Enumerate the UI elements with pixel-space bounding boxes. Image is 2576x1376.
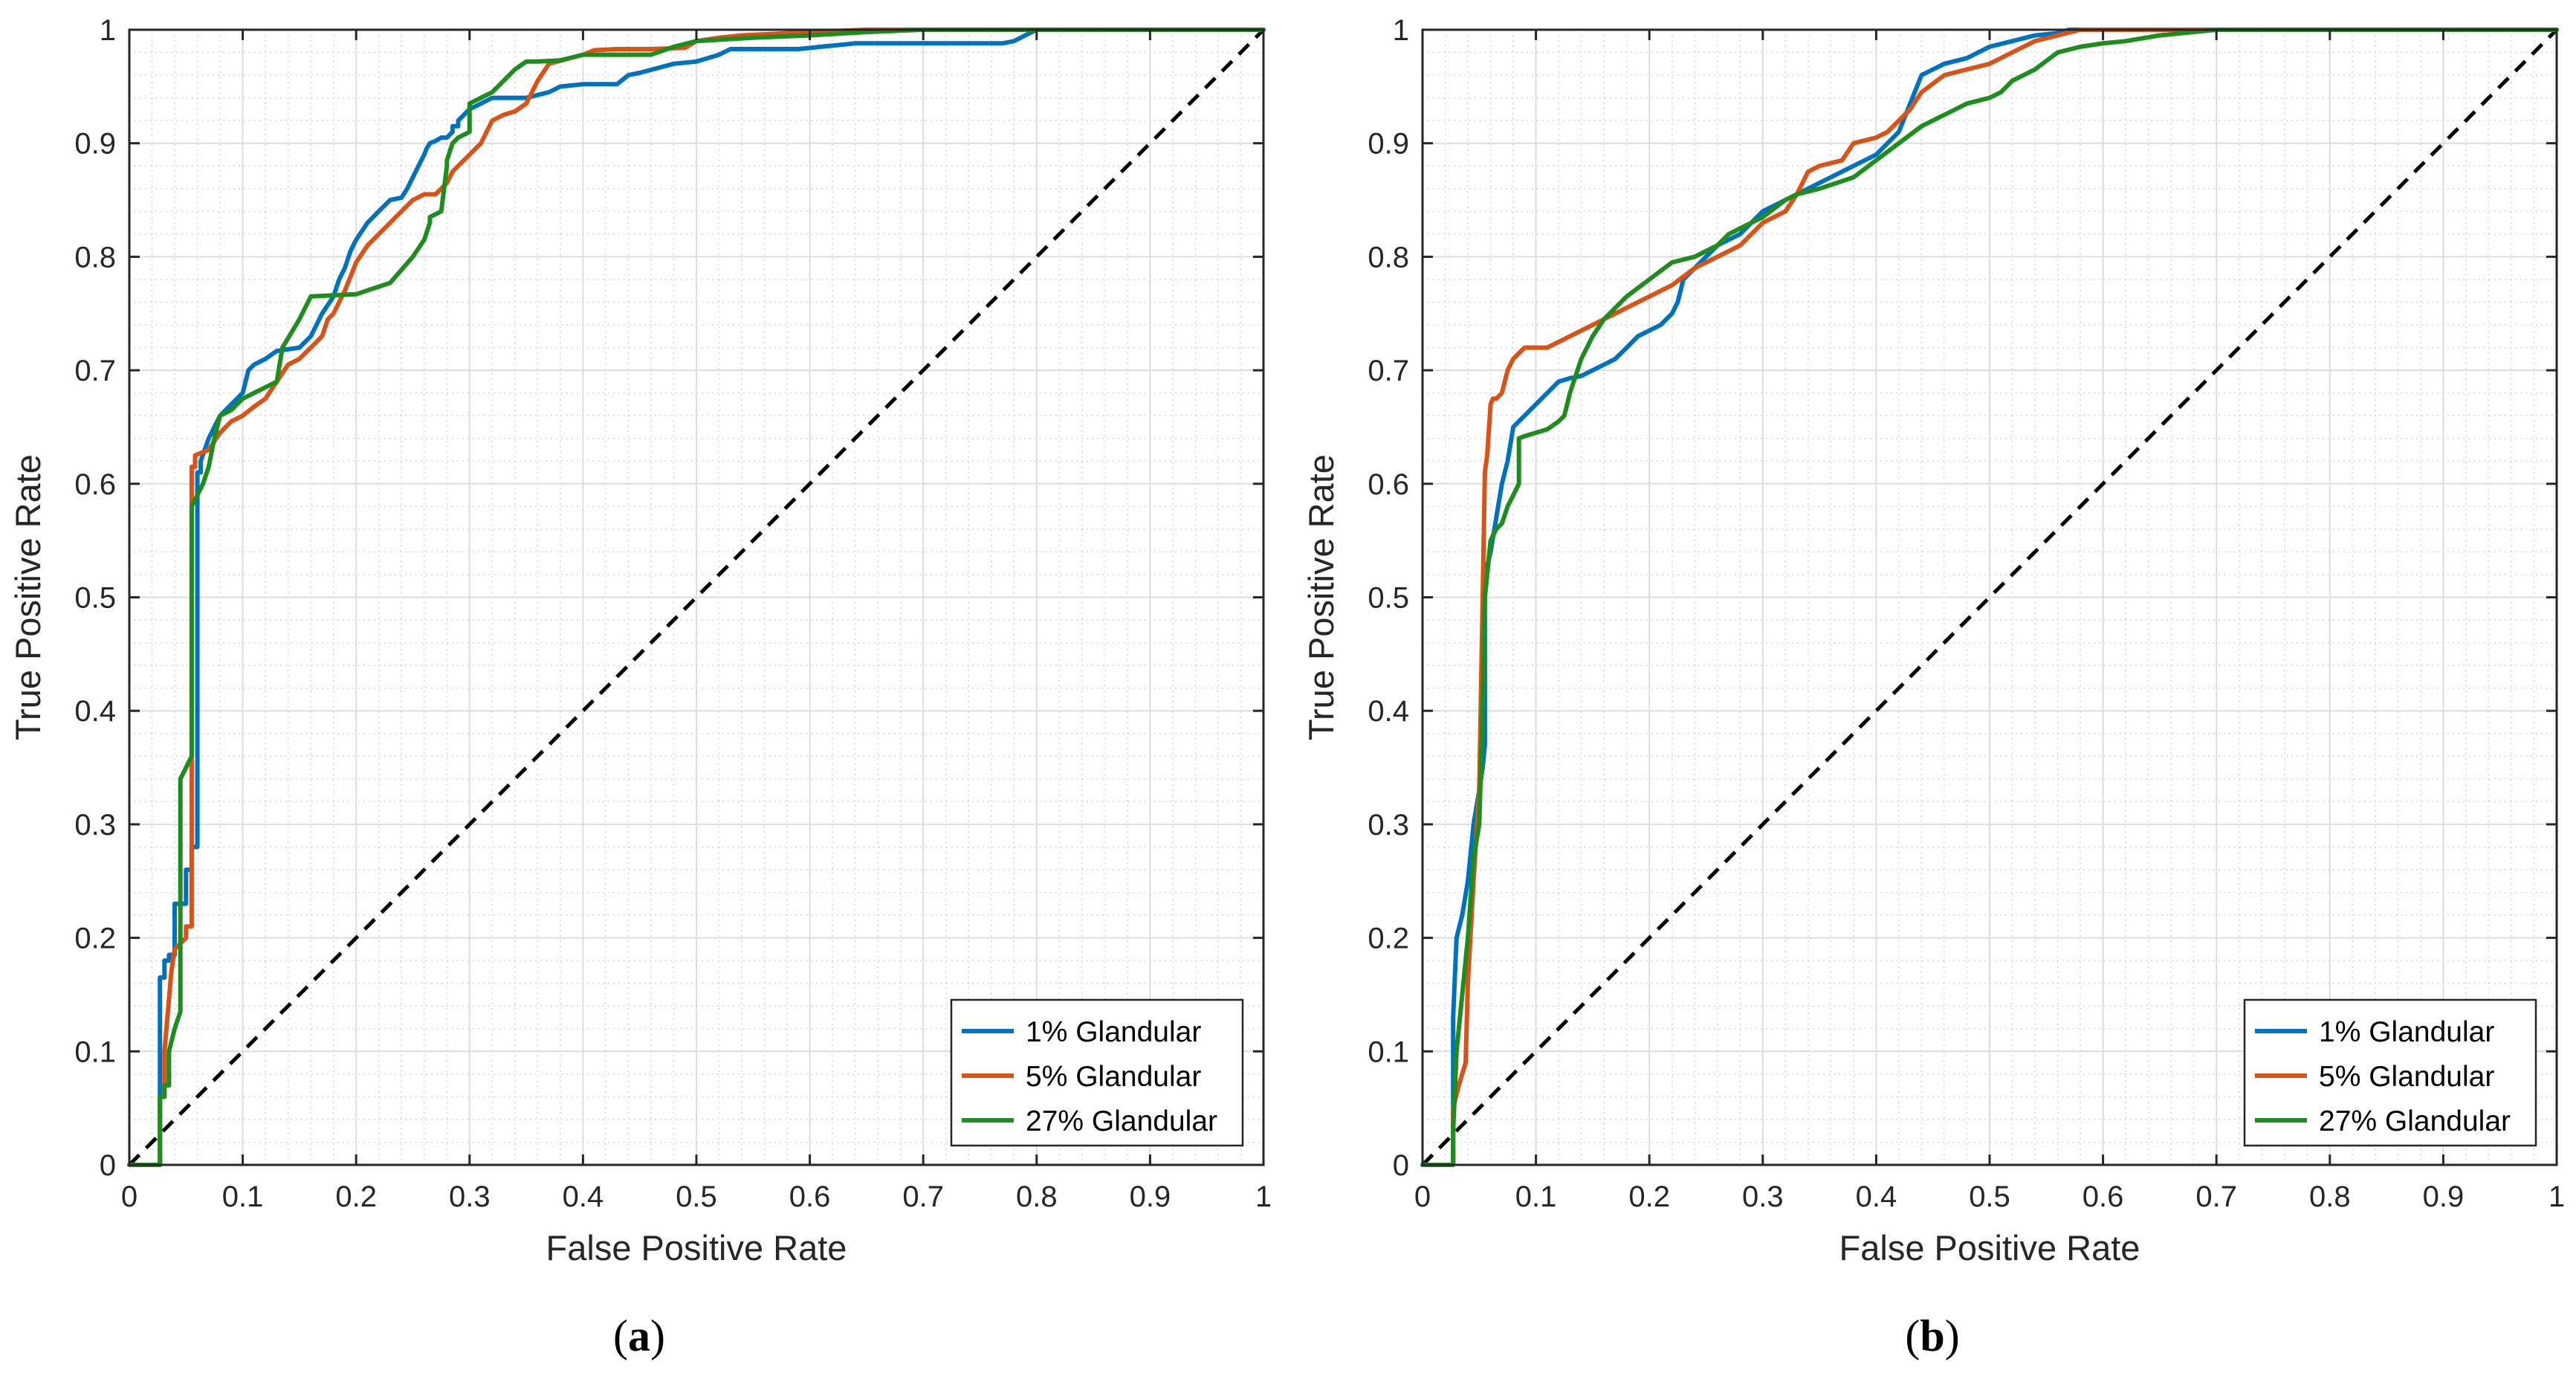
y-tick-label: 0.2 xyxy=(74,923,116,955)
x-axis-label: False Positive Rate xyxy=(546,1228,847,1267)
x-tick-label: 0.8 xyxy=(2309,1180,2351,1213)
series-line-5-glandular xyxy=(127,28,1266,1167)
x-tick-label: 0 xyxy=(121,1180,137,1213)
y-tick-label: 0.1 xyxy=(1368,1036,1409,1068)
y-tick-label: 0.2 xyxy=(1368,923,1409,955)
series-line-1-glandular xyxy=(127,28,1266,1167)
series-line-27-glandular xyxy=(1420,28,2559,1167)
y-tick-label: 0.8 xyxy=(74,241,116,274)
x-tick-label: 0.4 xyxy=(1856,1180,1897,1213)
y-tick-label: 0.4 xyxy=(1368,695,1409,728)
x-tick-label: 1 xyxy=(2549,1180,2565,1213)
caption-paren-close: ) xyxy=(1945,1311,1960,1360)
y-tick-label: 0.5 xyxy=(74,582,116,615)
x-tick-label: 0.7 xyxy=(2195,1180,2237,1213)
legend: 1% Glandular 5% Glandular 27% Glandular xyxy=(950,998,1244,1147)
caption-paren-open: ( xyxy=(613,1311,628,1360)
panel-caption: (a) xyxy=(613,1311,665,1360)
y-tick-label: 0.7 xyxy=(74,355,116,387)
x-tick-label: 0.2 xyxy=(1628,1180,1670,1213)
legend-entry-label: 1% Glandular xyxy=(1026,1016,1201,1048)
y-axis-label: True Positive Rate xyxy=(1301,454,1341,740)
x-tick-label: 0 xyxy=(1414,1180,1431,1213)
legend-entry-label: 1% Glandular xyxy=(2319,1016,2494,1048)
legend: 1% Glandular 5% Glandular 27% Glandular xyxy=(2243,998,2537,1147)
y-tick-label: 0.9 xyxy=(74,128,116,161)
x-tick-label: 0.1 xyxy=(1515,1180,1557,1213)
x-tick-label: 0.4 xyxy=(563,1180,604,1213)
y-tick-label: 0.5 xyxy=(1368,582,1409,615)
y-tick-label: 0.4 xyxy=(74,695,116,728)
y-tick-label: 0 xyxy=(1393,1149,1409,1182)
x-tick-label: 0.3 xyxy=(449,1180,491,1213)
panel-caption: (b) xyxy=(1905,1311,1959,1360)
legend-entry-label: 27% Glandular xyxy=(1026,1105,1217,1137)
x-tick-label: 0.5 xyxy=(676,1180,717,1213)
x-tick-label: 0.7 xyxy=(902,1180,944,1213)
x-tick-label: 0.9 xyxy=(2423,1180,2465,1213)
major-grid xyxy=(129,30,1263,1165)
caption-letter: a xyxy=(628,1311,650,1360)
caption-letter: b xyxy=(1920,1311,1944,1360)
legend-entry-label: 5% Glandular xyxy=(1026,1061,1201,1093)
x-tick-label: 0.2 xyxy=(335,1180,377,1213)
x-axis-label: False Positive Rate xyxy=(1839,1228,2140,1267)
y-tick-label: 0.9 xyxy=(1368,128,1409,161)
x-tick-label: 0.8 xyxy=(1016,1180,1058,1213)
ticks: 0 0.1 0.2 0.3 0.4 0.5 0.6 0.7 0.8 0.9 1 0 0.1 0.2 0.3 0… xyxy=(1368,14,2565,1213)
legend-entry-label: 27% Glandular xyxy=(2319,1105,2511,1137)
x-tick-label: 0.3 xyxy=(1742,1180,1784,1213)
y-tick-label: 0.7 xyxy=(1368,355,1409,387)
y-tick-label: 0.6 xyxy=(1368,468,1409,501)
x-tick-label: 0.1 xyxy=(222,1180,264,1213)
x-tick-label: 0.6 xyxy=(789,1180,831,1213)
major-grid xyxy=(1423,30,2557,1165)
y-tick-label: 0.8 xyxy=(1368,241,1409,274)
ticks: 0 0.1 0.2 0.3 0.4 0.5 0.6 0.7 0.8 0.9 1 0 0.1 0.2 0.3 0… xyxy=(74,14,1272,1213)
x-tick-label: 1 xyxy=(1255,1180,1272,1213)
diagonal-reference-line xyxy=(128,28,1265,1166)
x-tick-label: 0.9 xyxy=(1130,1180,1171,1213)
x-tick-label: 0.6 xyxy=(2083,1180,2124,1213)
series-line-27-glandular xyxy=(127,28,1266,1167)
y-axis-label: True Positive Rate xyxy=(8,454,48,740)
panel-a: 0 0.1 0.2 0.3 0.4 0.5 0.6 0.7 0.8 0.9 1 0 0.1 0.2 0.3 0… xyxy=(8,14,1272,1360)
y-tick-label: 1 xyxy=(100,14,116,47)
diagonal-reference-line xyxy=(1421,28,2558,1166)
panel-b: 0 0.1 0.2 0.3 0.4 0.5 0.6 0.7 0.8 0.9 1 0 0.1 0.2 0.3 0… xyxy=(1301,14,2565,1360)
x-tick-label: 0.5 xyxy=(1969,1180,2010,1213)
y-tick-label: 0.3 xyxy=(1368,809,1409,842)
y-tick-label: 0 xyxy=(100,1149,116,1182)
legend-entry-label: 5% Glandular xyxy=(2319,1061,2494,1093)
caption-paren-close: ) xyxy=(650,1311,665,1360)
y-tick-label: 0.3 xyxy=(74,809,116,842)
y-tick-label: 0.1 xyxy=(74,1036,116,1068)
y-tick-label: 1 xyxy=(1393,14,1409,47)
caption-paren-open: ( xyxy=(1905,1311,1920,1360)
y-tick-label: 0.6 xyxy=(74,468,116,501)
